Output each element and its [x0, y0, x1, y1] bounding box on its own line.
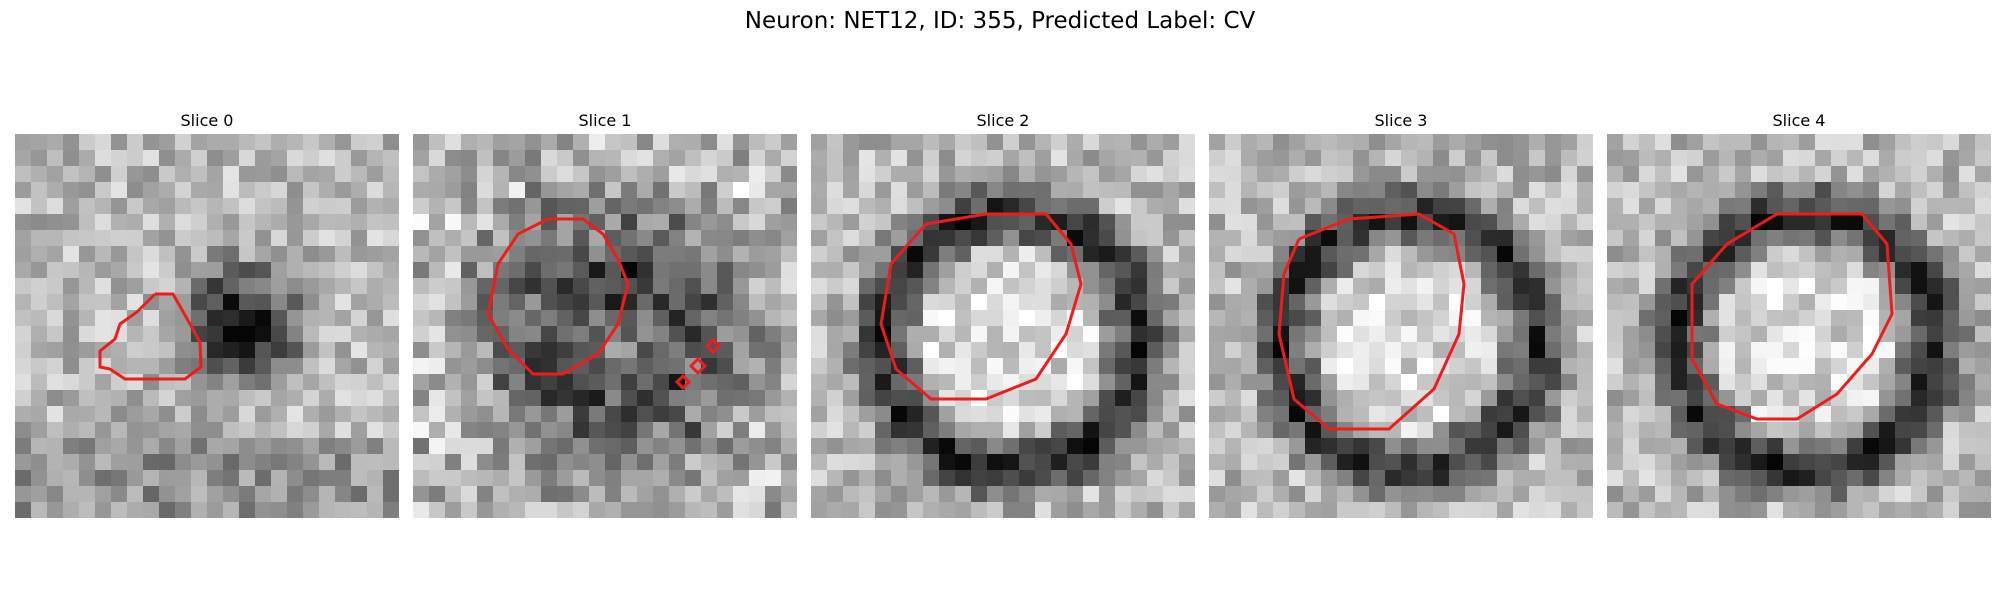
slice-panel-1: Slice 1 — [413, 108, 797, 518]
slice-image — [413, 134, 797, 518]
pixel-grid — [811, 134, 1195, 518]
slice-image — [1209, 134, 1593, 518]
slice-image — [811, 134, 1195, 518]
slice-panel-2: Slice 2 — [811, 108, 1195, 518]
slice-panel-4: Slice 4 — [1607, 108, 1991, 518]
pixel-grid — [1209, 134, 1593, 518]
slice-title: Slice 0 — [180, 111, 234, 130]
slice-title: Slice 3 — [1374, 111, 1428, 130]
pixel-grid — [413, 134, 797, 518]
slice-image — [15, 134, 399, 518]
segmentation-contour-fragment — [688, 356, 708, 376]
pixel-grid — [1607, 134, 1991, 518]
pixel-grid — [15, 134, 399, 518]
slice-title: Slice 2 — [976, 111, 1030, 130]
figure-title: Neuron: NET12, ID: 355, Predicted Label:… — [744, 8, 1256, 34]
segmentation-contour — [879, 212, 1083, 401]
segmentation-contour — [1277, 212, 1466, 431]
segmentation-contour — [486, 217, 630, 376]
slice-title: Slice 4 — [1772, 111, 1826, 130]
slice-panel-3: Slice 3 — [1209, 108, 1593, 518]
slice-panel-0: Slice 0 — [15, 108, 399, 518]
segmentation-contour — [98, 292, 203, 381]
segmentation-contour-fragment — [704, 337, 722, 355]
slice-title: Slice 1 — [578, 111, 632, 130]
segmentation-contour-fragment — [674, 373, 692, 391]
segmentation-contour — [1690, 212, 1894, 421]
slice-image — [1607, 134, 1991, 518]
